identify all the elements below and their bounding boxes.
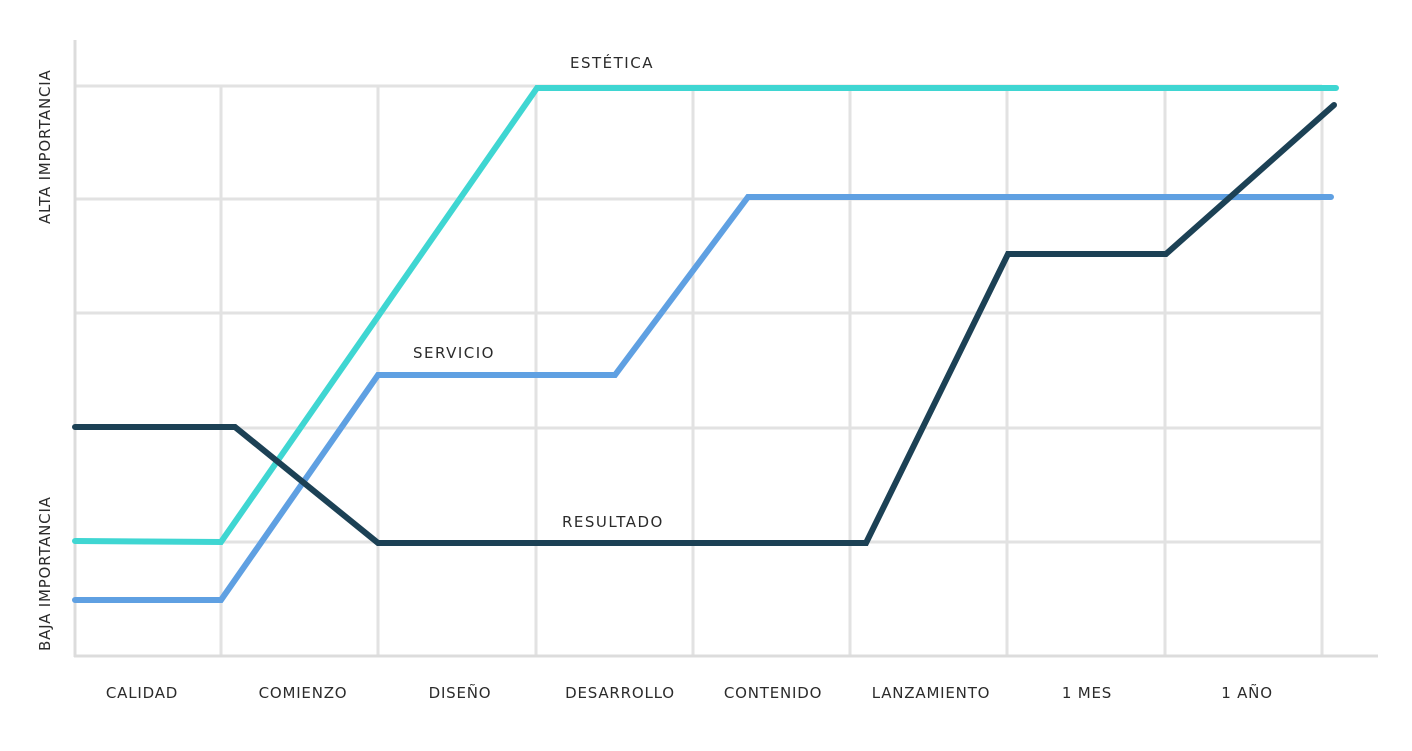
y-axis-label-bottom: BAJA IMPORTANCIA [36,496,54,651]
axes [73,40,1378,658]
x-tick-desarrollo: DESARROLLO [565,684,675,702]
x-tick-1-mes: 1 MES [1061,684,1113,702]
y-axis-label-top: ALTA IMPORTANCIA [36,69,54,224]
x-tick-diseno: DISEÑO [428,684,492,702]
x-tick-comienzo: COMIENZO [258,684,348,702]
series-servicio-line [72,194,1334,603]
x-tick-lanzamiento: LANZAMIENTO [871,684,991,702]
x-tick-calidad: CALIDAD [105,684,179,702]
grid-lines [75,84,1324,656]
x-tick-contenido: CONTENIDO [723,684,823,702]
series-resultado-line [72,102,1337,546]
series-label-resultado: RESULTADO [562,513,664,531]
series-estetica-line [72,85,1339,546]
series-label-servicio: SERVICIO [413,344,495,362]
series-label-estetica: ESTÉTICA [570,54,654,72]
x-tick-1-ano: 1 AÑO [1221,684,1273,702]
